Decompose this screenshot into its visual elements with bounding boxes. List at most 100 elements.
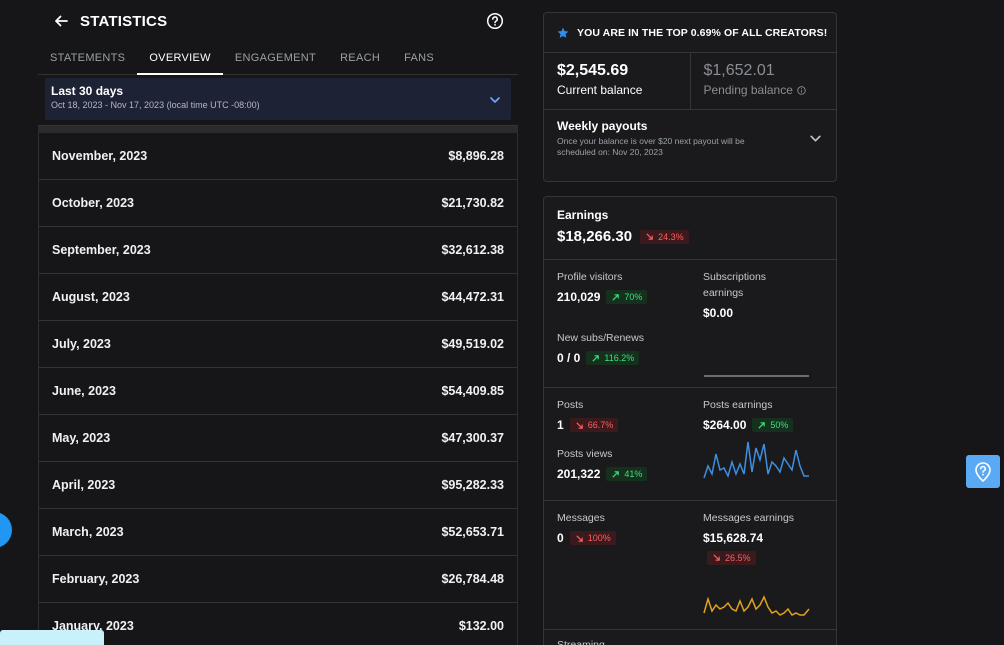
period-title: Last 30 days: [51, 84, 124, 98]
chevron-down-icon[interactable]: [489, 93, 501, 105]
messages-sparkline: [703, 595, 810, 616]
list-item[interactable]: July, 2023 $49,519.02: [39, 321, 517, 368]
page-title: STATISTICS: [80, 12, 168, 30]
statistics-panel: STATISTICS STATEMENTS OVERVIEW ENGAGEMEN…: [38, 0, 518, 645]
month-amount: $21,730.82: [441, 196, 504, 210]
balance-card: YOU ARE IN THE TOP 0.69% OF ALL CREATORS…: [543, 12, 837, 182]
arrow-up-right-icon: [612, 470, 620, 478]
change-badge: 50%: [752, 418, 794, 432]
month-amount: $44,472.31: [441, 290, 504, 304]
list-item[interactable]: June, 2023 $54,409.85: [39, 368, 517, 415]
month-amount: $132.00: [458, 619, 504, 633]
posts-views-value: 201,322: [557, 467, 601, 481]
change-badge: 70%: [606, 290, 648, 304]
weekly-payouts[interactable]: Weekly payouts Once your balance is over…: [544, 110, 836, 167]
earnings-value: $18,266.30: [557, 228, 633, 245]
banner-text: YOU ARE IN THE TOP 0.69% OF ALL CREATORS…: [577, 26, 828, 39]
posts-label: Posts: [557, 399, 584, 411]
list-item[interactable]: January, 2023 $132.00: [39, 603, 517, 645]
back-arrow-icon[interactable]: [52, 12, 70, 30]
pending-balance-label: Pending balance: [703, 83, 793, 97]
list-item[interactable]: May, 2023 $47,300.37: [39, 415, 517, 462]
arrow-up-right-icon: [758, 421, 766, 429]
current-balance-value: $2,545.69: [557, 62, 629, 79]
change-badge: 100%: [569, 531, 616, 545]
change-value: 70%: [624, 292, 643, 302]
list-item[interactable]: March, 2023 $52,653.71: [39, 509, 517, 556]
month-label: September, 2023: [52, 243, 151, 257]
arrow-down-right-icon: [576, 534, 583, 542]
tab-engagement[interactable]: ENGAGEMENT: [234, 52, 317, 64]
month-label: July, 2023: [52, 337, 111, 351]
messages-earnings-label: Messages earnings: [703, 512, 795, 524]
pending-balance: $1,652.01 Pending balance: [689, 53, 837, 109]
change-badge: 116.2%: [586, 351, 640, 365]
tab-statements[interactable]: STATEMENTS: [50, 52, 126, 64]
month-label: November, 2023: [52, 149, 148, 163]
month-label: February, 2023: [52, 572, 140, 586]
tab-fans[interactable]: FANS: [404, 52, 435, 64]
subscriptions-earnings-label: Subscriptions earnings: [703, 271, 767, 299]
month-amount: $95,282.33: [441, 478, 504, 492]
list-item[interactable]: February, 2023 $26,784.48: [39, 556, 517, 603]
list-item[interactable]: November, 2023 $8,896.28: [39, 133, 517, 180]
tab-bar: STATEMENTS OVERVIEW ENGAGEMENT REACH FAN…: [38, 42, 518, 75]
notification-tab[interactable]: [0, 630, 104, 645]
month-amount: $47,300.37: [441, 431, 504, 445]
month-amount: $49,519.02: [441, 337, 504, 351]
top-creator-banner: YOU ARE IN THE TOP 0.69% OF ALL CREATORS…: [544, 13, 836, 53]
month-label: June, 2023: [52, 384, 116, 398]
posts-earnings-value: $264.00: [703, 418, 747, 432]
balances-row: $2,545.69 Current balance $1,652.01 Pend…: [544, 53, 836, 110]
change-value: 26.5%: [725, 552, 751, 563]
weekly-payouts-title: Weekly payouts: [557, 119, 648, 133]
month-amount: $32,612.38: [441, 243, 504, 257]
list-item[interactable]: August, 2023 $44,472.31: [39, 274, 517, 321]
floating-action-button[interactable]: [0, 512, 12, 548]
messages-section: Messages 0 100% Messages earnings $15,628…: [544, 501, 836, 630]
month-label: April, 2023: [52, 478, 116, 492]
month-label: March, 2023: [52, 525, 124, 539]
posts-earnings-label: Posts earnings: [703, 399, 773, 411]
profile-visitors-label: Profile visitors: [557, 271, 623, 283]
list-item[interactable]: September, 2023 $32,612.38: [39, 227, 517, 274]
streaming-label: Streaming: [557, 639, 605, 645]
monthly-earnings-list: November, 2023 $8,896.28 October, 2023 $21…: [38, 133, 518, 645]
arrow-up-right-icon: [612, 293, 620, 301]
month-label: May, 2023: [52, 431, 111, 445]
chevron-down-icon[interactable]: [809, 132, 822, 145]
tab-overview[interactable]: OVERVIEW: [137, 42, 223, 75]
month-amount: $52,653.71: [441, 525, 504, 539]
change-badge: 24.3%: [640, 229, 689, 244]
posts-value: 1: [557, 418, 564, 432]
period-selector[interactable]: Last 30 days Oct 18, 2023 - Nov 17, 2023…: [45, 78, 511, 120]
list-item[interactable]: October, 2023 $21,730.82: [39, 180, 517, 227]
month-amount: $8,896.28: [448, 149, 504, 163]
table-header-strip: [38, 125, 518, 133]
info-icon[interactable]: [797, 84, 806, 95]
new-subs-label: New subs/Renews: [557, 332, 644, 344]
profile-visitors-value: 210,029: [557, 290, 601, 304]
earnings-label: Earnings: [557, 208, 609, 222]
arrow-up-right-icon: [592, 354, 600, 362]
month-label: October, 2023: [52, 196, 134, 210]
header: STATISTICS: [38, 0, 518, 42]
change-value: 24.3%: [658, 231, 684, 242]
map-help-button[interactable]: [966, 455, 1000, 488]
help-circle-icon[interactable]: [486, 12, 504, 30]
period-range: Oct 18, 2023 - Nov 17, 2023 (local time …: [51, 100, 260, 110]
list-item[interactable]: April, 2023 $95,282.33: [39, 462, 517, 509]
arrow-down-right-icon: [576, 421, 583, 429]
visitors-section: Profile visitors 210,029 70% New subs/Ren…: [544, 260, 836, 388]
month-label: January, 2023: [52, 619, 134, 633]
posts-sparkline: [703, 441, 809, 479]
change-badge: 66.7%: [569, 418, 619, 432]
messages-earnings-value: $15,628.74: [703, 531, 764, 545]
posts-views-label: Posts views: [557, 448, 613, 460]
change-value: 41%: [624, 469, 643, 479]
current-balance-label: Current balance: [557, 83, 643, 97]
arrow-down-right-icon: [713, 554, 720, 561]
change-value: 116.2%: [604, 353, 635, 363]
change-badge: 41%: [606, 467, 648, 481]
tab-reach[interactable]: REACH: [340, 52, 381, 64]
